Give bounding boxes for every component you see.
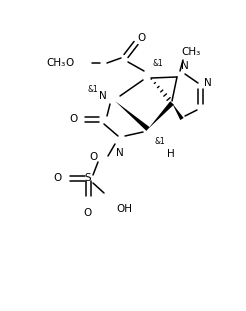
Text: O: O bbox=[137, 33, 145, 43]
Polygon shape bbox=[172, 103, 184, 120]
Text: &1: &1 bbox=[155, 137, 165, 146]
Text: O: O bbox=[84, 208, 92, 218]
Text: CH₃: CH₃ bbox=[181, 47, 201, 57]
Text: N: N bbox=[99, 91, 107, 101]
Text: CH₃: CH₃ bbox=[46, 58, 66, 68]
Text: O: O bbox=[53, 173, 61, 183]
Text: N: N bbox=[181, 61, 189, 71]
Text: OH: OH bbox=[116, 204, 132, 214]
Text: O: O bbox=[89, 152, 97, 162]
Text: O: O bbox=[66, 58, 74, 68]
Polygon shape bbox=[148, 101, 174, 129]
Text: &1: &1 bbox=[88, 85, 98, 94]
Text: O: O bbox=[70, 114, 78, 124]
Text: S: S bbox=[85, 173, 91, 183]
Text: N: N bbox=[204, 78, 212, 88]
Polygon shape bbox=[115, 101, 150, 131]
Text: &1: &1 bbox=[153, 58, 163, 67]
Text: H: H bbox=[167, 149, 175, 159]
Text: N: N bbox=[116, 148, 124, 158]
